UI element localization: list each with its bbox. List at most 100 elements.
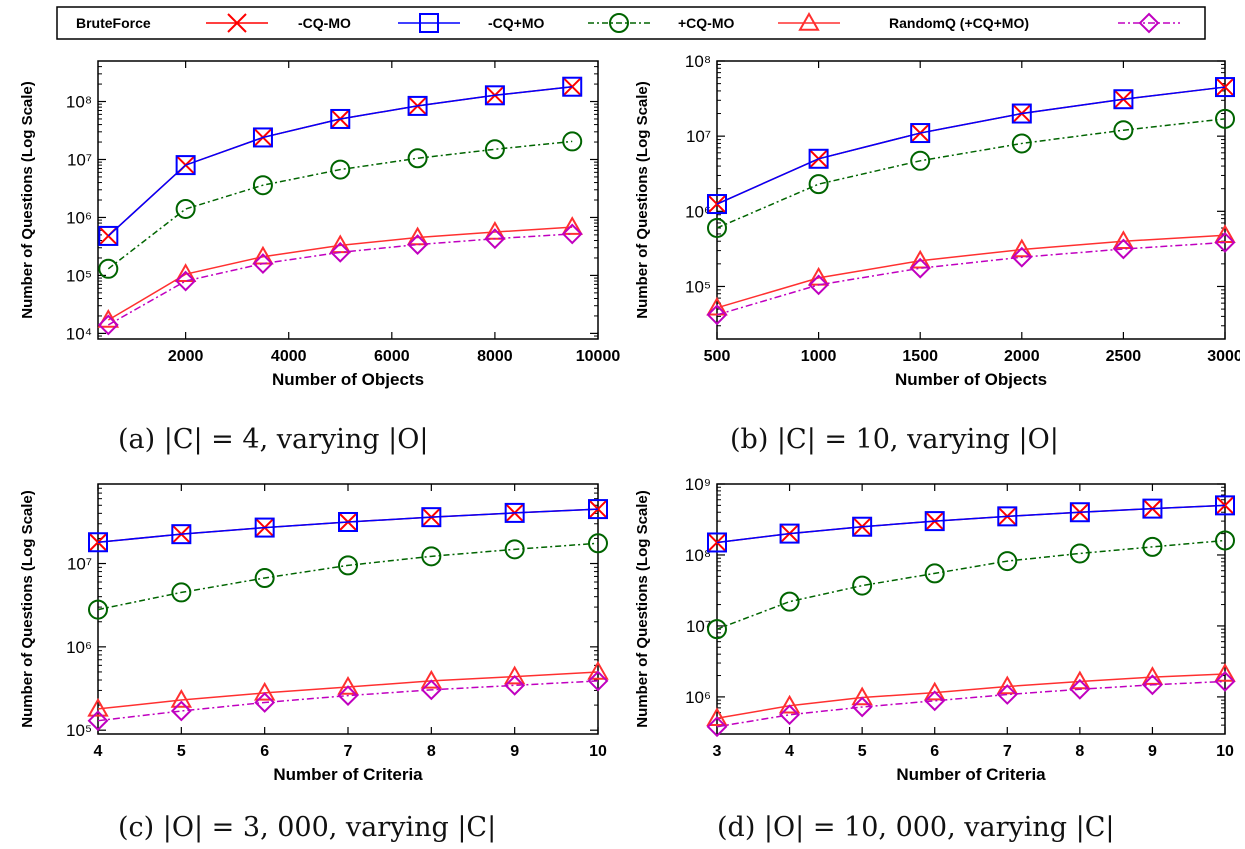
data-point (171, 582, 192, 603)
data-point (1214, 663, 1236, 682)
series-cq-mo (706, 224, 1236, 316)
data-point (779, 704, 800, 726)
y-axis-label-b: Number of Questions (Log Scale) (634, 81, 651, 319)
x-tick-label: 8000 (477, 348, 513, 365)
data-point (997, 506, 1018, 527)
x-tick-label: 5 (858, 743, 867, 760)
data-point (562, 131, 583, 152)
data-point (851, 696, 873, 718)
x-tick-label: 9 (1148, 743, 1157, 760)
plot-frame-d (716, 483, 1226, 735)
series-cq-mo (97, 216, 583, 328)
data-point (421, 507, 442, 528)
data-point (503, 665, 526, 685)
data-point (1112, 230, 1135, 249)
x-tick-label: 4 (785, 743, 794, 760)
x-tick-label: 3000 (1207, 348, 1240, 365)
data-point (407, 148, 428, 169)
data-point (175, 198, 196, 219)
caption-b: (b) |C| = 10, varying |O| (730, 424, 1059, 455)
y-tick-label: 10⁷ (67, 555, 92, 574)
x-tick-label: 5 (177, 743, 186, 760)
y-tick-label: 10⁶ (685, 202, 711, 221)
series-bruteforce (88, 499, 608, 552)
data-point (504, 674, 526, 696)
data-point (1215, 495, 1235, 516)
x-axis-label-a: Number of Objects (272, 370, 424, 389)
y-tick-label: 10⁵ (66, 266, 92, 285)
data-point (252, 175, 273, 196)
data-point (484, 139, 505, 160)
x-tick-label: 2500 (1106, 348, 1142, 365)
plot-frame-a (97, 60, 599, 340)
y-tick-label: 10⁹ (685, 478, 711, 494)
data-point (87, 697, 109, 717)
data-point (1141, 666, 1164, 685)
data-point (1215, 108, 1235, 129)
legend-label-cq-mo: -CQ+MO (488, 15, 545, 31)
data-point (706, 716, 728, 738)
data-point (562, 76, 583, 97)
data-point (996, 675, 1019, 695)
data-point (88, 532, 108, 553)
data-point (588, 533, 608, 554)
x-tick-label: 10 (1216, 743, 1234, 760)
legend-label-cq-mo: -CQ-MO (298, 15, 351, 31)
data-point (1142, 674, 1163, 696)
data-point (330, 108, 351, 129)
data-point (406, 226, 429, 246)
data-point (561, 223, 583, 245)
data-point (420, 669, 443, 689)
y-tick-label: 10⁵ (685, 277, 711, 296)
data-point (1113, 120, 1134, 141)
x-axis-label-b: Number of Objects (895, 370, 1047, 389)
x-axis-label-c: Number of Criteria (273, 765, 423, 784)
y-axis-label-a: Number of Questions (Log Scale) (19, 81, 36, 319)
data-point (88, 599, 108, 620)
series-line-cq-mo (97, 542, 599, 611)
data-point (909, 257, 931, 279)
data-point (1011, 246, 1033, 268)
data-point (588, 499, 608, 519)
data-point (1069, 543, 1090, 564)
data-point (779, 523, 800, 544)
data-point (707, 194, 727, 215)
data-point (97, 314, 119, 336)
data-point (254, 692, 276, 713)
series-line-cq-mo (716, 539, 1226, 630)
x-tick-label: 3 (713, 743, 722, 760)
x-tick-label: 7 (344, 743, 353, 760)
data-point (504, 502, 525, 523)
data-point (98, 225, 119, 246)
series-line-cq-mo (97, 508, 599, 543)
series-cq-mo (707, 530, 1235, 640)
data-point (1214, 232, 1236, 253)
x-tick-label: 9 (510, 743, 519, 760)
series-cq-mo (707, 77, 1235, 215)
legend-label-bruteforce: BruteForce (76, 15, 151, 31)
series-cq-mo (98, 76, 583, 246)
data-point (254, 568, 275, 589)
x-tick-label: 6 (260, 743, 269, 760)
x-tick-label: 8 (427, 743, 436, 760)
data-point (171, 524, 192, 545)
data-point (484, 85, 505, 106)
data-point (174, 263, 197, 282)
data-point (484, 228, 506, 250)
data-point (1069, 502, 1090, 523)
x-tick-label: 500 (704, 348, 731, 365)
data-point (910, 150, 931, 171)
data-point (1011, 133, 1032, 154)
data-point (1069, 670, 1091, 690)
data-point (587, 660, 609, 680)
data-point (175, 270, 197, 292)
data-point (706, 707, 728, 727)
x-tick-label: 6 (930, 743, 939, 760)
data-point (707, 619, 727, 640)
y-tick-label: 10⁷ (686, 617, 711, 636)
x-tick-label: 10 (589, 743, 607, 760)
data-point (587, 670, 609, 692)
data-point (707, 217, 727, 238)
series-line-cq-mo (716, 504, 1226, 544)
series-cq-mo (88, 499, 608, 553)
